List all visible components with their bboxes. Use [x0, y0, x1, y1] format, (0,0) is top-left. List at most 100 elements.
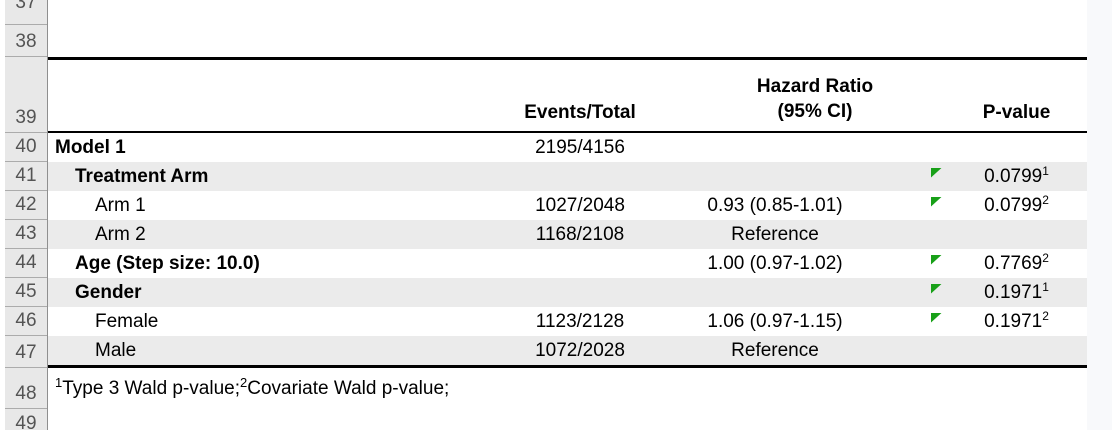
hazard-ratio-cell[interactable]: 1.00 (0.97-1.02): [660, 253, 890, 275]
events-total-value: 1072/2028: [535, 339, 625, 361]
row-label-cell[interactable]: Male: [48, 340, 460, 362]
row-label-cell[interactable]: Model 1: [48, 137, 460, 159]
table-row-model-1: Model 1 2195/4156: [48, 133, 1087, 162]
header-events-total-label: Events/Total: [524, 102, 636, 123]
hazard-ratio-cell[interactable]: 0.93 (0.85-1.01): [660, 195, 890, 217]
row-number-label: 38: [15, 31, 37, 52]
table-header-row: Events/Total Hazard Ratio (95% CI) P-val…: [48, 57, 1087, 133]
row-number[interactable]: 44: [5, 249, 47, 278]
events-total-cell[interactable]: 1123/2128: [460, 311, 700, 333]
row-number-label: 46: [15, 310, 37, 331]
hazard-ratio-cell[interactable]: Reference: [660, 340, 890, 362]
row-number-label: 41: [15, 165, 37, 186]
empty-row[interactable]: [48, 25, 1087, 57]
row-number[interactable]: 43: [5, 220, 47, 249]
row-number[interactable]: 45: [5, 278, 47, 307]
p-value-number: 0.1971: [984, 310, 1043, 332]
row-label-cell[interactable]: Treatment Arm: [48, 166, 460, 188]
row-number[interactable]: 49: [5, 409, 47, 430]
table-row-male: Male 1072/2028 Reference: [48, 336, 1087, 368]
row-number[interactable]: 41: [5, 162, 47, 191]
row-label: Model 1: [55, 136, 126, 158]
row-number-gutter: 37 38 39 40 41 42 43 44 45 46 47 48 49: [5, 0, 48, 430]
empty-row[interactable]: [48, 0, 1087, 25]
p-value-superscript: 1: [1042, 279, 1049, 294]
sheet-content: Events/Total Hazard Ratio (95% CI) P-val…: [48, 0, 1087, 430]
p-value-superscript: 2: [1042, 192, 1049, 207]
events-total-value: 1027/2048: [535, 194, 625, 216]
table-row-female: Female 1123/2128 1.06 (0.97-1.15) 0.1971…: [48, 307, 1087, 336]
p-value: 0.07991: [984, 165, 1049, 187]
row-label-cell[interactable]: Age (Step size: 10.0): [48, 253, 460, 275]
row-label: Age (Step size: 10.0): [75, 252, 260, 274]
p-value-superscript: 2: [1042, 250, 1049, 265]
p-value: 0.19711: [984, 279, 1049, 303]
row-label-cell[interactable]: Female: [48, 311, 460, 333]
row-label: Arm 1: [95, 194, 146, 216]
row-number[interactable]: 46: [5, 307, 47, 336]
p-value-number: 0.0799: [984, 194, 1043, 216]
row-number[interactable]: 39: [5, 57, 47, 133]
row-label: Treatment Arm: [75, 165, 209, 187]
empty-row[interactable]: [48, 409, 1087, 430]
p-value-cell[interactable]: 0.19712: [930, 310, 1087, 333]
events-total-cell[interactable]: 1027/2048: [460, 195, 700, 217]
events-total-value: 1168/2108: [535, 223, 625, 245]
hazard-ratio-value: 1.06 (0.97-1.15): [707, 310, 843, 332]
error-indicator-icon: [931, 196, 942, 207]
row-label: Female: [95, 310, 159, 332]
row-number[interactable]: 47: [5, 336, 47, 368]
row-label-cell[interactable]: Arm 2: [48, 224, 460, 246]
row-number-label: 42: [15, 194, 37, 215]
header-p-value[interactable]: P-value: [930, 102, 1087, 124]
row-number[interactable]: 42: [5, 191, 47, 220]
p-value-cell[interactable]: 0.77692: [930, 250, 1087, 275]
p-value-cell[interactable]: 0.07991: [930, 165, 1087, 188]
p-value-number: 0.7769: [984, 252, 1043, 274]
footnote-superscript-1: 1: [55, 374, 63, 390]
row-label: Male: [95, 339, 137, 361]
row-label: Arm 2: [95, 223, 146, 245]
row-number[interactable]: 37: [5, 0, 47, 25]
error-indicator-icon: [931, 312, 942, 323]
footnote-superscript-2: 2: [240, 374, 248, 390]
row-number-label: 47: [15, 342, 37, 363]
row-number-label: 39: [15, 107, 37, 128]
row-number[interactable]: 40: [5, 133, 47, 162]
header-hazard-ratio-line1: Hazard Ratio: [756, 76, 874, 97]
hazard-ratio-value: Reference: [731, 339, 819, 361]
header-p-value-label: P-value: [982, 102, 1051, 123]
footnote-text-1: Type 3 Wald p-value;: [62, 377, 241, 399]
hazard-ratio-value: 0.93 (0.85-1.01): [707, 194, 843, 216]
header-events-total[interactable]: Events/Total: [460, 102, 700, 124]
row-label: Gender: [75, 281, 142, 303]
table-row-treatment-arm: Treatment Arm 0.07991: [48, 162, 1087, 191]
p-value-number: 0.0799: [984, 165, 1043, 187]
row-number-label: 43: [15, 223, 37, 244]
row-number[interactable]: 38: [5, 25, 47, 57]
hazard-ratio-cell[interactable]: 1.06 (0.97-1.15): [660, 311, 890, 333]
row-number-label: 37: [15, 0, 37, 13]
events-total-value: 1123/2128: [535, 310, 625, 332]
row-number-label: 44: [15, 252, 37, 273]
hazard-ratio-cell[interactable]: Reference: [660, 224, 890, 246]
p-value-cell[interactable]: 0.07992: [930, 192, 1087, 217]
events-total-cell[interactable]: 1072/2028: [460, 340, 700, 362]
footnote-row[interactable]: 1Type 3 Wald p-value;2Covariate Wald p-v…: [48, 368, 1087, 409]
row-label-cell[interactable]: Arm 1: [48, 195, 460, 217]
events-total-cell[interactable]: 2195/4156: [460, 137, 700, 159]
footnote-text-2: Covariate Wald p-value;: [247, 377, 450, 399]
p-value: 0.19712: [984, 310, 1049, 332]
table-row-arm-1: Arm 1 1027/2048 0.93 (0.85-1.01) 0.07992: [48, 191, 1087, 220]
row-number[interactable]: 48: [5, 368, 47, 409]
row-number-label: 45: [15, 281, 37, 302]
p-value-number: 0.1971: [984, 281, 1043, 303]
header-hazard-ratio-line2: (95% CI): [777, 101, 853, 122]
row-label-cell[interactable]: Gender: [48, 282, 460, 304]
header-hazard-ratio[interactable]: Hazard Ratio (95% CI): [700, 74, 930, 124]
events-total-cell[interactable]: 1168/2108: [460, 224, 700, 246]
row-number-label: 40: [15, 136, 37, 157]
error-indicator-icon: [931, 283, 942, 294]
p-value-cell[interactable]: 0.19711: [930, 279, 1087, 304]
